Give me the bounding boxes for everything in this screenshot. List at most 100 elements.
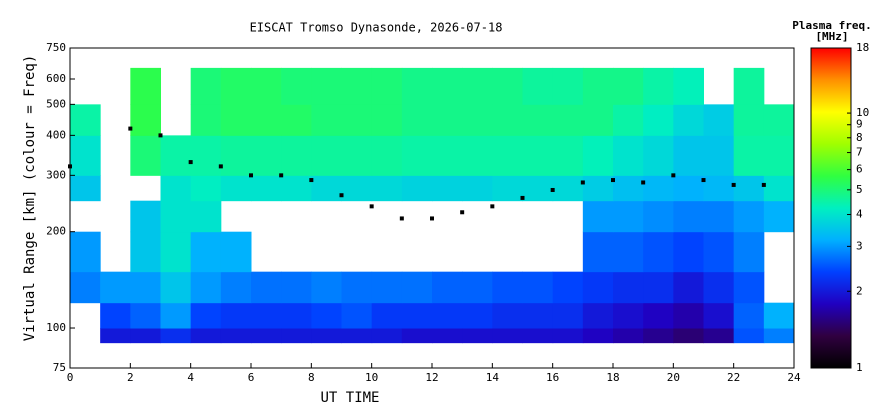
heatmap-cell (432, 67, 463, 105)
heatmap-cell (100, 328, 131, 344)
heatmap-cell (160, 302, 192, 329)
heatmap-cell (311, 135, 342, 176)
heatmap-cell (643, 302, 674, 329)
colorbar-tick-label: 3 (856, 239, 863, 252)
trace-point (580, 180, 585, 185)
heatmap-cell (492, 271, 523, 304)
heatmap-cell (613, 104, 644, 136)
heatmap-cell (492, 302, 523, 329)
heatmap-cell (613, 67, 644, 105)
heatmap-cell (130, 104, 161, 136)
heatmap-cell (190, 175, 222, 202)
heatmap-cell (703, 231, 735, 273)
heatmap-cell (130, 135, 161, 176)
heatmap-cell (281, 175, 312, 202)
heatmap-cell (492, 328, 523, 344)
trace-point (430, 216, 434, 221)
heatmap-cell (251, 271, 282, 304)
heatmap-cell (220, 175, 252, 202)
heatmap-cell (371, 104, 403, 136)
heatmap-cell (703, 135, 735, 176)
heatmap-cell (190, 231, 222, 273)
heatmap-cell (401, 328, 433, 344)
heatmap-cell (763, 135, 795, 176)
heatmap-cell (552, 135, 584, 176)
heatmap-cell (522, 67, 554, 105)
heatmap-cell (703, 175, 735, 202)
heatmap-cell (613, 271, 644, 304)
heatmap-cell (552, 328, 584, 344)
trace-point (490, 204, 495, 209)
trace-point (550, 187, 555, 192)
heatmap-cell (582, 104, 614, 136)
heatmap-cell (371, 328, 403, 344)
heatmap-cell (582, 200, 614, 233)
heatmap-cell (160, 200, 192, 233)
colorbar-tick-label: 5 (856, 183, 863, 196)
heatmap-cell (462, 67, 493, 105)
heatmap-cell (552, 104, 584, 136)
heatmap-cell (733, 302, 765, 329)
x-tick-label: 22 (727, 371, 740, 384)
heatmap-cell (613, 231, 644, 273)
heatmap-cell (401, 135, 433, 176)
heatmap-cell (763, 328, 795, 344)
heatmap-cell (673, 328, 704, 344)
heatmap-cell (371, 175, 403, 202)
heatmap-cell (160, 271, 192, 304)
heatmap-cell (160, 175, 192, 202)
heatmap-cell (130, 231, 161, 273)
x-tick-label: 24 (787, 371, 801, 384)
x-tick-label: 6 (248, 371, 255, 384)
heatmap-cell (582, 302, 614, 329)
heatmap-cell (522, 175, 554, 202)
heatmap-cell (492, 104, 523, 136)
y-tick-label: 400 (46, 128, 66, 141)
heatmap-cell (763, 175, 795, 202)
heatmap-cell (220, 302, 252, 329)
heatmap-cell (311, 175, 342, 202)
trace-point (671, 173, 676, 178)
heatmap-cell (643, 328, 674, 344)
trace-point (218, 164, 223, 169)
heatmap-cell (70, 135, 101, 176)
heatmap-cell (733, 104, 765, 136)
heatmap-cell (613, 302, 644, 329)
heatmap-cell (281, 328, 312, 344)
colorbar-tick-label: 9 (856, 118, 863, 131)
trace-point (460, 210, 465, 215)
heatmap-cell (673, 231, 704, 273)
heatmap-cell (643, 200, 674, 233)
heatmap-cell (733, 67, 765, 105)
colorbar-tick-label: 8 (856, 131, 863, 144)
heatmap-cell (763, 302, 795, 329)
colorbar-title: Plasma freq. (792, 19, 871, 32)
heatmap-cell (673, 302, 704, 329)
heatmap-cell (432, 271, 463, 304)
heatmap-cell (251, 135, 282, 176)
heatmap-cell (643, 135, 674, 176)
heatmap-cell (733, 271, 765, 304)
heatmap-cell (311, 328, 342, 344)
heatmap-cell (643, 271, 674, 304)
x-tick-label: 8 (308, 371, 315, 384)
x-axis-label: UT TIME (320, 390, 379, 406)
heatmap-cell (281, 135, 312, 176)
heatmap-cell (371, 135, 403, 176)
heatmap-cell (401, 302, 433, 329)
heatmap-cell (582, 231, 614, 273)
heatmap-cell (522, 271, 554, 304)
colorbar-tick-label: 2 (856, 284, 863, 297)
heatmap-cell (311, 271, 342, 304)
y-tick-label: 200 (46, 225, 66, 238)
colorbar-tick-label: 10 (856, 106, 869, 119)
trace-point (611, 178, 615, 183)
heatmap-cell (673, 67, 704, 105)
colorbar-unit: [MHz] (815, 30, 848, 43)
heatmap-cell (462, 175, 493, 202)
heatmap-cell (341, 175, 373, 202)
heatmap-cell (190, 135, 222, 176)
y-tick-label: 600 (46, 72, 66, 85)
colorbar-tick-label: 7 (856, 146, 863, 159)
